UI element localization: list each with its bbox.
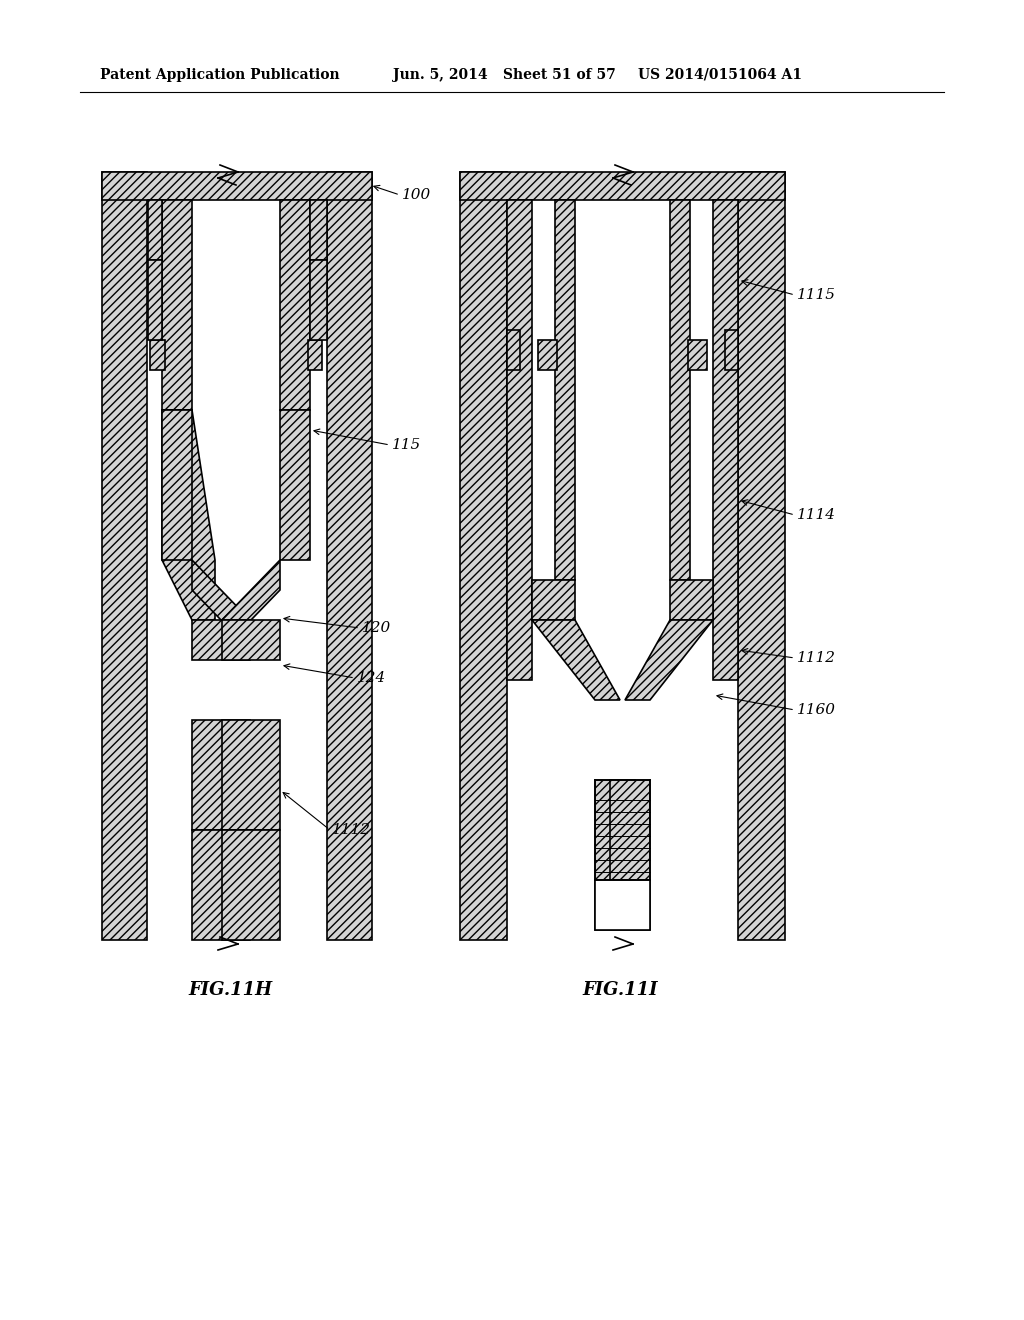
Text: US 2014/0151064 A1: US 2014/0151064 A1 xyxy=(638,69,802,82)
Bar xyxy=(738,172,785,940)
Text: 124: 124 xyxy=(357,671,386,685)
Bar xyxy=(280,411,310,560)
Bar xyxy=(102,172,372,201)
Bar xyxy=(610,780,650,880)
Bar xyxy=(555,201,575,579)
Bar xyxy=(148,201,162,260)
Bar xyxy=(460,172,507,940)
Text: Patent Application Publication: Patent Application Publication xyxy=(100,69,340,82)
Bar xyxy=(538,341,557,370)
Bar xyxy=(222,719,280,830)
Bar xyxy=(150,341,165,370)
Bar xyxy=(102,172,147,940)
Text: 1160: 1160 xyxy=(797,704,836,717)
Text: 100: 100 xyxy=(402,187,431,202)
Polygon shape xyxy=(532,579,575,620)
Text: 1112: 1112 xyxy=(332,822,371,837)
Text: FIG.11H: FIG.11H xyxy=(188,981,272,999)
Polygon shape xyxy=(625,620,713,700)
Polygon shape xyxy=(670,579,713,620)
Bar xyxy=(162,411,193,560)
Text: Sheet 51 of 57: Sheet 51 of 57 xyxy=(503,69,615,82)
Text: 120: 120 xyxy=(362,620,391,635)
Bar xyxy=(308,341,322,370)
Bar xyxy=(193,620,250,660)
Bar xyxy=(193,830,250,940)
Bar xyxy=(595,780,635,880)
Bar xyxy=(222,830,280,940)
Bar xyxy=(670,201,690,579)
Text: 115: 115 xyxy=(392,438,421,451)
Bar xyxy=(162,201,193,411)
Polygon shape xyxy=(193,560,250,649)
Polygon shape xyxy=(162,411,215,620)
Bar xyxy=(460,172,785,201)
Bar xyxy=(595,880,650,931)
Text: FIG.11I: FIG.11I xyxy=(583,981,657,999)
Bar xyxy=(507,201,532,680)
Text: 1115: 1115 xyxy=(797,288,836,302)
Text: 1112: 1112 xyxy=(797,651,836,665)
Bar xyxy=(688,341,707,370)
Text: Jun. 5, 2014: Jun. 5, 2014 xyxy=(393,69,487,82)
Bar xyxy=(327,172,372,940)
Bar xyxy=(310,201,327,260)
Bar xyxy=(595,880,650,931)
Polygon shape xyxy=(222,560,280,649)
Bar xyxy=(222,620,280,660)
Bar xyxy=(310,260,327,341)
Bar xyxy=(280,201,310,411)
Bar xyxy=(193,719,250,830)
Text: 1114: 1114 xyxy=(797,508,836,521)
Bar xyxy=(507,330,520,370)
Bar xyxy=(713,201,738,680)
Bar xyxy=(725,330,738,370)
Bar xyxy=(148,260,162,341)
Polygon shape xyxy=(532,620,620,700)
